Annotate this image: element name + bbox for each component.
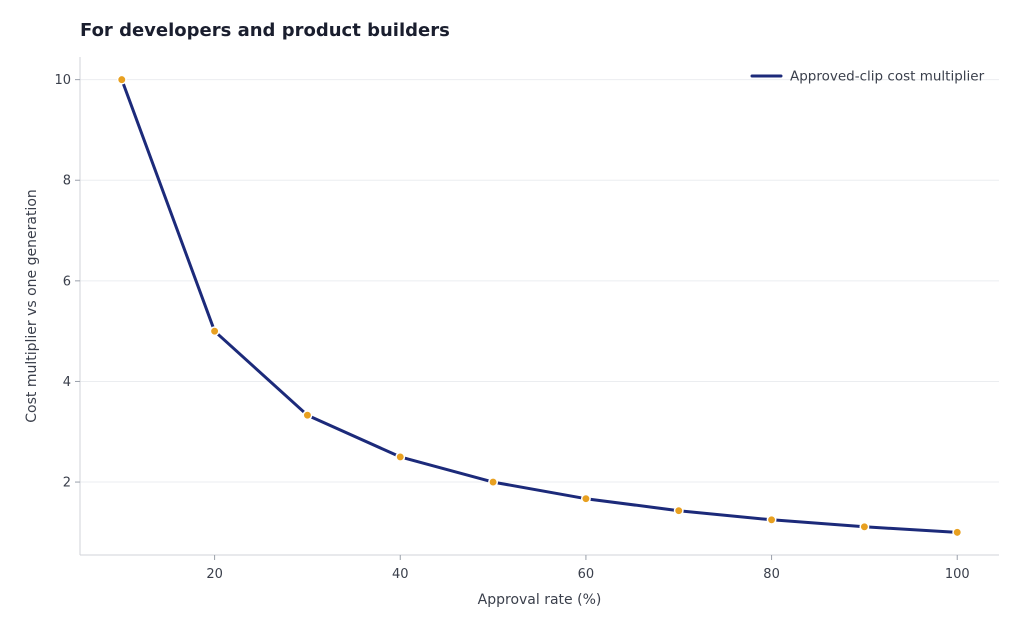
axes: [79, 57, 999, 556]
x-tick-label-20: 20: [206, 567, 223, 582]
x-tick-label-80: 80: [763, 567, 780, 582]
gridlines: [80, 79, 999, 483]
x-tick-label-40: 40: [392, 567, 409, 582]
x-axis-label: Approval rate (%): [478, 592, 602, 608]
data-point-20: [209, 326, 220, 337]
y-tick-label-8: 8: [63, 174, 71, 189]
data-point-80: [766, 514, 777, 525]
data-point-70: [673, 505, 684, 516]
data-point-90: [859, 521, 870, 532]
y-tick-label-6: 6: [63, 274, 71, 289]
y-tick-label-2: 2: [63, 476, 71, 491]
y-tick-label-10: 10: [54, 73, 71, 88]
y-tick-label-4: 4: [63, 375, 71, 390]
y-axis-label: Cost multiplier vs one generation: [24, 189, 40, 423]
x-tick-label-60: 60: [578, 567, 595, 582]
data-point-60: [580, 493, 591, 504]
data-point-100: [952, 527, 963, 538]
data-point-40: [395, 451, 406, 462]
series-layer: [116, 74, 963, 538]
chart-title: For developers and product builders: [80, 20, 450, 41]
legend-label: Approved-clip cost multiplier: [790, 69, 985, 85]
series-line-0: [120, 78, 959, 534]
data-point-50: [488, 477, 499, 488]
data-point-30: [302, 410, 313, 421]
x-tick-label-100: 100: [945, 567, 970, 582]
data-point-10: [116, 74, 127, 85]
ticks: 20 40 60 80 100 2 4 6 8 10: [54, 73, 969, 582]
legend: Approved-clip cost multiplier: [750, 69, 985, 85]
